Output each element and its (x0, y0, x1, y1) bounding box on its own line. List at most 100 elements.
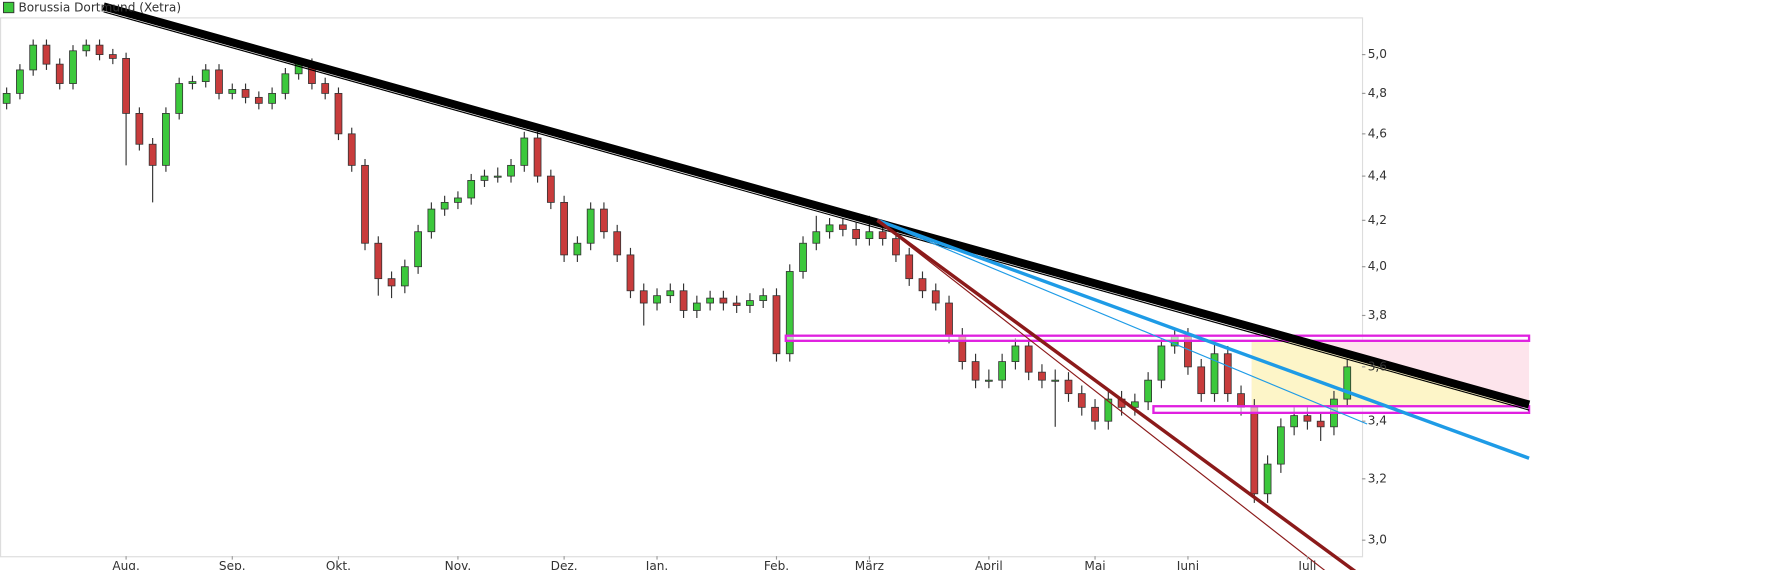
candle-body (122, 57, 130, 114)
chart-title: Borussia Dortmund (Xetra) (18, 1, 181, 15)
candle-body (387, 278, 396, 287)
candle-body (905, 254, 914, 280)
candle-body (1157, 345, 1166, 381)
y-tick-label: 4,2 (1368, 213, 1387, 227)
candle-body (95, 44, 104, 55)
y-tick-label: 3,0 (1368, 533, 1387, 547)
trend-line (876, 218, 1530, 460)
x-tick-label: Juli (1297, 559, 1316, 570)
candle-body (254, 96, 263, 104)
candle-body (467, 180, 476, 199)
candle-body (1303, 415, 1312, 422)
candle-body (427, 208, 436, 233)
candle-body (347, 133, 356, 166)
candle-body (1276, 426, 1285, 465)
candle-body (1130, 401, 1139, 408)
candle-body (600, 208, 608, 233)
candle-body (321, 83, 330, 94)
candle-body (746, 300, 754, 306)
candle-body (785, 271, 794, 355)
candle-body (931, 290, 940, 304)
x-tick-label: Mai (1084, 559, 1105, 570)
candle-body (400, 266, 409, 287)
candle-body (586, 208, 595, 244)
candle-body (2, 92, 11, 104)
candle-body (480, 175, 489, 181)
candle-body (878, 231, 887, 240)
candle-body (892, 238, 900, 256)
candle-body (507, 164, 515, 177)
candle-body (759, 295, 768, 301)
y-tick-label: 3,4 (1368, 414, 1388, 428)
candle-body (188, 81, 197, 84)
resistance-band (1152, 405, 1531, 415)
candle-body (918, 278, 927, 292)
candle-body (1210, 353, 1219, 395)
resistance-band (784, 334, 1531, 342)
shaded-zone (1251, 340, 1530, 407)
candle-body (984, 379, 993, 382)
candle-body (108, 54, 117, 59)
candle-body (148, 143, 157, 166)
candle-body (812, 231, 821, 244)
candle-body (706, 297, 714, 304)
y-tick-label: 4,0 (1368, 259, 1387, 273)
candle-body (1343, 366, 1352, 400)
candle-body (852, 229, 860, 240)
y-tick-label: 3,2 (1368, 471, 1387, 485)
candle-body (546, 175, 555, 203)
candle-body (374, 242, 383, 280)
candle-body (719, 297, 728, 304)
candle-body (772, 295, 781, 355)
candle-body (1091, 406, 1099, 422)
candle-body (1051, 379, 1060, 382)
x-tick-label: Okt. (326, 559, 351, 570)
candle-body (1038, 371, 1046, 381)
candle-body (69, 50, 77, 84)
candle-body (945, 302, 953, 337)
candle-body (42, 44, 51, 65)
candle-body (82, 44, 91, 52)
candle-body (971, 361, 980, 381)
candle-body (865, 231, 874, 240)
candle-body (1077, 393, 1086, 408)
trend-line (103, 11, 1530, 411)
candle-body (1197, 366, 1206, 395)
x-tick-label: Dez. (551, 559, 578, 570)
candle-body (998, 361, 1006, 381)
candle-body (520, 137, 529, 166)
trend-line (877, 219, 1368, 425)
candle-body (162, 113, 170, 166)
y-tick-label: 3,6 (1368, 359, 1387, 373)
candle-body (732, 302, 741, 306)
plot-area (2, 2, 1531, 570)
candle-body (334, 92, 343, 135)
candle-body (1024, 345, 1033, 373)
candle-body (653, 295, 661, 304)
x-tick-label: Jan. (645, 559, 669, 570)
candle-body (16, 69, 24, 94)
x-tick-label: Juni (1176, 559, 1199, 570)
candle-body (281, 73, 290, 94)
candle-body (1144, 379, 1153, 403)
candle-body (679, 290, 688, 311)
x-tick-label: Aug. (112, 559, 140, 570)
candle-body (175, 83, 184, 114)
candle-body (1250, 406, 1259, 495)
candle-body (1223, 353, 1232, 395)
candle-body (493, 175, 502, 178)
candle-body (1290, 415, 1299, 428)
candle-body (135, 113, 144, 145)
candle-body (1263, 463, 1272, 495)
trend-line (102, 2, 1531, 409)
x-tick-label: Sep. (219, 559, 246, 570)
y-tick-label: 4,8 (1368, 86, 1387, 100)
candle-body (626, 254, 635, 292)
candle-body (838, 224, 847, 230)
candle-body (241, 89, 250, 98)
x-tick-label: Feb. (764, 559, 789, 570)
candle-body (215, 69, 223, 94)
candle-body (573, 242, 582, 256)
candle-body (1316, 420, 1325, 428)
